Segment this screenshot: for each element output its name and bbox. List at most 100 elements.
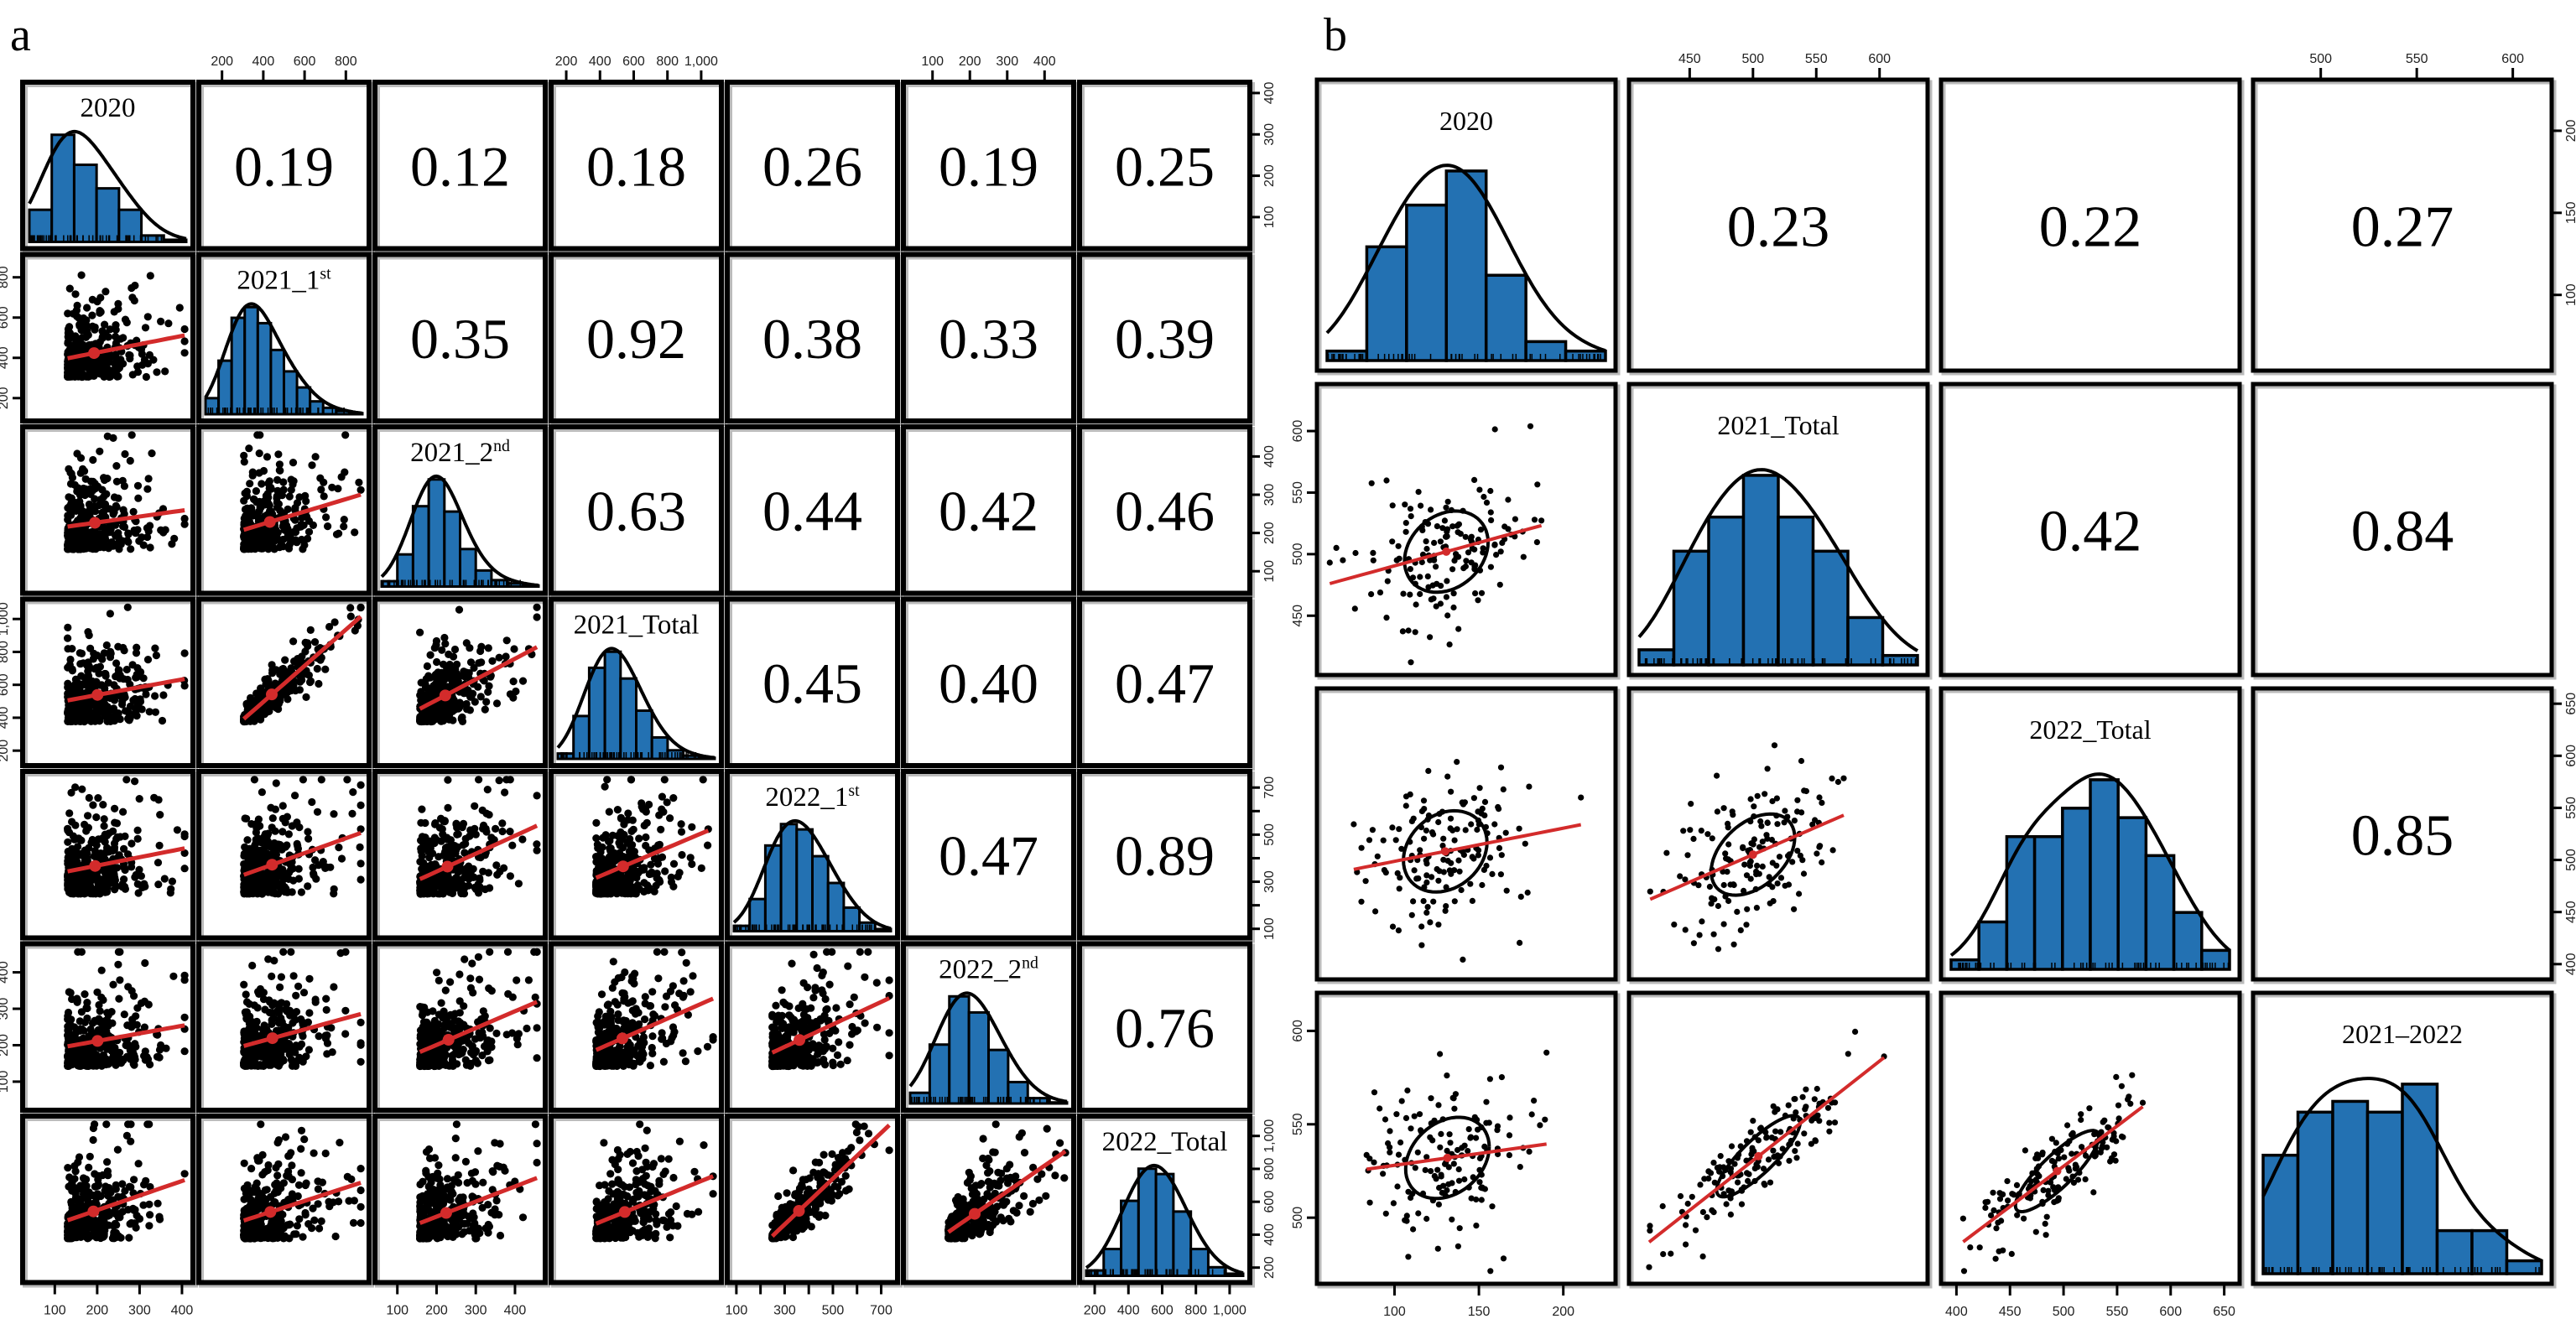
data-point — [119, 334, 127, 342]
data-point — [450, 645, 460, 654]
data-point — [68, 844, 76, 854]
cell-3-5: 0.40 — [901, 596, 1079, 771]
data-point — [146, 522, 154, 530]
data-point — [75, 497, 84, 506]
data-point — [123, 1041, 132, 1049]
data-point — [533, 846, 541, 854]
data-point — [276, 670, 284, 678]
tick-label: 200 — [959, 55, 981, 69]
data-point — [315, 679, 323, 688]
data-point — [506, 872, 515, 880]
data-point — [451, 665, 460, 673]
histogram-bar — [826, 881, 846, 932]
tick-label: 1,000 — [0, 602, 11, 636]
data-point — [89, 1046, 97, 1054]
histogram-bar — [140, 234, 165, 243]
data-point — [252, 828, 260, 837]
data-point — [146, 272, 154, 280]
data-point — [330, 983, 338, 991]
data-point — [81, 485, 90, 493]
data-point — [94, 340, 102, 349]
data-point — [304, 527, 314, 536]
data-point — [121, 865, 129, 875]
data-point — [133, 481, 143, 490]
data-point — [142, 372, 150, 382]
tick-label: 100 — [1262, 560, 1277, 583]
data-point — [65, 543, 74, 551]
data-point — [111, 804, 119, 813]
data-point — [524, 976, 533, 984]
data-point — [248, 961, 257, 970]
data-point — [637, 802, 646, 811]
data-point — [592, 885, 601, 895]
data-point — [278, 543, 288, 551]
data-point — [356, 859, 365, 868]
data-point — [620, 878, 629, 886]
data-point — [434, 668, 442, 677]
data-point — [273, 1000, 282, 1009]
tick-label: 300 — [1262, 870, 1277, 893]
data-point — [130, 992, 138, 1000]
data-point — [431, 819, 440, 828]
data-point — [159, 528, 168, 537]
data-point — [137, 999, 146, 1007]
data-point — [441, 986, 450, 994]
data-point — [86, 1025, 95, 1034]
data-point — [92, 813, 101, 822]
data-point — [285, 1042, 294, 1051]
data-point — [72, 306, 81, 314]
data-point — [180, 830, 189, 839]
data-point — [508, 841, 517, 849]
data-point — [631, 886, 639, 895]
tick-label: 800 — [656, 55, 679, 69]
data-point — [330, 618, 339, 626]
data-point — [533, 792, 541, 800]
data-point — [143, 656, 153, 664]
data-point — [613, 806, 622, 814]
data-point — [601, 782, 609, 791]
data-point — [433, 657, 441, 667]
cell-3-4: 0.45 — [725, 596, 903, 771]
data-point — [320, 492, 328, 501]
correlation-value: 0.18 — [586, 135, 686, 199]
tick-label: 200 — [555, 55, 578, 69]
data-point — [64, 824, 72, 833]
data-point — [669, 859, 679, 868]
data-point — [275, 1026, 284, 1035]
data-point — [64, 663, 72, 672]
data-point — [285, 492, 294, 501]
data-point — [356, 486, 365, 494]
correlation-value: 0.35 — [410, 307, 510, 371]
data-point — [124, 530, 133, 538]
data-point — [346, 612, 355, 621]
data-point — [466, 974, 475, 983]
data-point — [66, 1036, 75, 1044]
data-point — [416, 1003, 424, 1011]
data-point — [437, 714, 446, 722]
mean-point — [442, 1034, 455, 1046]
data-point — [83, 1014, 91, 1022]
data-point — [660, 776, 669, 784]
data-point — [240, 532, 248, 540]
mean-point — [266, 859, 278, 871]
data-point — [138, 705, 146, 714]
data-point — [297, 522, 305, 531]
data-point — [444, 803, 452, 813]
data-point — [260, 832, 268, 841]
data-point — [340, 522, 348, 531]
variable-label-superscript: st — [848, 782, 860, 800]
correlation-value: 0.25 — [1115, 135, 1215, 199]
data-point — [78, 785, 86, 793]
data-point — [273, 475, 282, 485]
data-point — [129, 1048, 138, 1057]
data-point — [92, 1062, 101, 1070]
tick-label: 600 — [622, 55, 645, 69]
data-point — [429, 714, 438, 723]
data-point — [73, 996, 81, 1005]
data-point — [248, 471, 257, 480]
data-point — [311, 995, 320, 1004]
data-point — [66, 655, 75, 664]
